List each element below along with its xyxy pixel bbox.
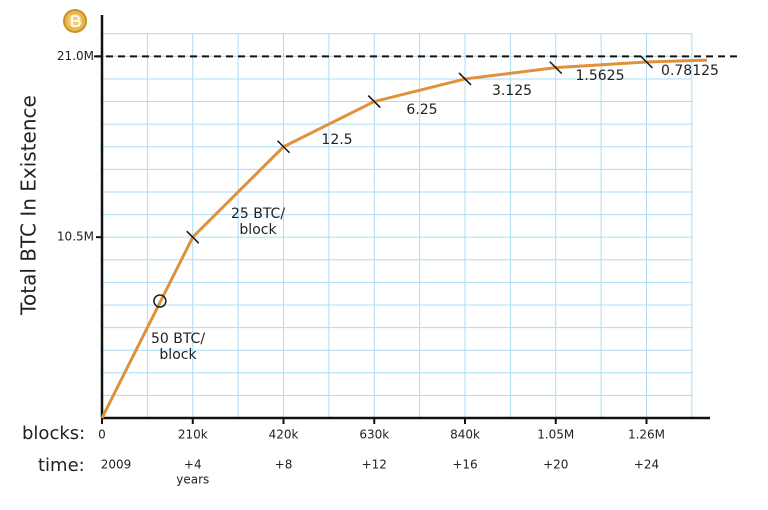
- time-label: +8: [275, 458, 293, 472]
- halving-tick: [458, 72, 472, 86]
- halving-tick: [276, 140, 291, 154]
- segment-label: 12.5: [321, 132, 352, 148]
- time-unit: years: [176, 473, 209, 487]
- y-tick-label: 10.5M: [57, 230, 94, 244]
- segment-label: 25 BTC/: [231, 206, 285, 222]
- bitcoin-icon: [63, 9, 87, 33]
- time-label: +24: [634, 458, 659, 472]
- x-tick-label: 1.26M: [628, 428, 665, 442]
- time-label: 2009: [101, 458, 132, 472]
- segment-label: block: [159, 347, 197, 363]
- segment-label: 6.25: [406, 102, 437, 118]
- halving-tick: [186, 230, 200, 244]
- segment-label: block: [239, 222, 277, 238]
- supply-line: [100, 58, 708, 419]
- halving-tick: [639, 55, 654, 69]
- time-label: +4: [184, 458, 202, 472]
- time-axis-label: time:: [38, 455, 85, 476]
- time-label: +12: [362, 458, 387, 472]
- x-tick-label: 630k: [359, 428, 389, 442]
- segment-label: 0.78125: [661, 63, 719, 79]
- x-tick-label: 1.05M: [537, 428, 574, 442]
- time-label: +16: [452, 458, 477, 472]
- segment-label: 3.125: [492, 83, 532, 99]
- x-tick-label: 0: [98, 428, 106, 442]
- halving-tick: [367, 95, 381, 109]
- y-axis-label: Total BTC In Existence: [17, 95, 41, 316]
- x-axis-label: blocks:: [22, 423, 85, 444]
- x-tick-label: 420k: [269, 428, 299, 442]
- y-tick-label: 21.0M: [57, 49, 94, 63]
- halving-tick: [549, 61, 563, 75]
- x-tick-label: 840k: [450, 428, 480, 442]
- time-label: +20: [543, 458, 568, 472]
- x-tick-label: 210k: [178, 428, 208, 442]
- segment-label: 1.5625: [576, 68, 625, 84]
- segment-label: 50 BTC/: [151, 331, 205, 347]
- marker: [153, 294, 167, 308]
